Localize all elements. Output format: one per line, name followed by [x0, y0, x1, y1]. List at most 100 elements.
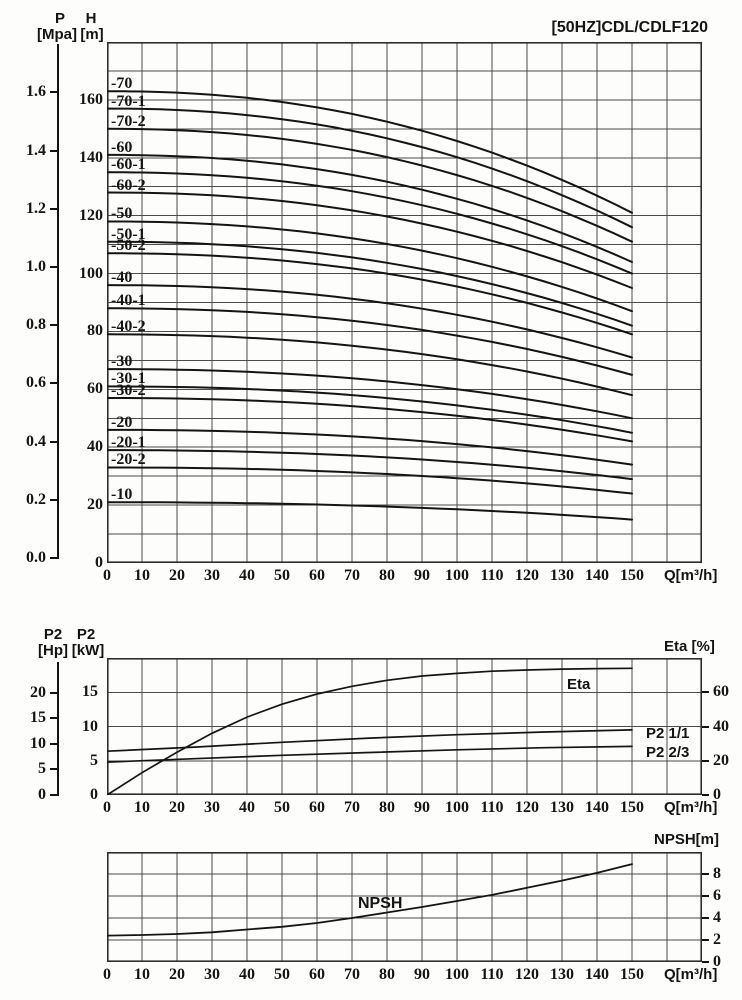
series-P2 2/3 [107, 745, 633, 763]
bottom-q-axis-label: Q[m³/h] [664, 966, 718, 983]
bottom-x-tick-50: 50 [274, 966, 290, 983]
p-tick-mark [50, 207, 58, 210]
p-tick-mark [50, 266, 58, 268]
npsh-tick-mark [702, 961, 709, 963]
series-label-Eta: Eta [567, 676, 591, 693]
bottom-x-tick-130: 130 [550, 966, 574, 983]
curve-label--30-1: -30-1 [111, 370, 146, 388]
eta-tick-60: 60 [713, 683, 729, 701]
p2-kw-unit: [kW] [71, 642, 105, 659]
hp-tick-0: 0 [38, 786, 46, 803]
bottom-x-tick-140: 140 [585, 966, 609, 983]
chart-title: [50HZ]CDL/CDLF120 [551, 19, 708, 36]
p-tick-1.6: 1.6 [26, 83, 46, 101]
mid-x-tick-60: 60 [309, 799, 325, 816]
curve-label--40-2: -40-2 [111, 318, 146, 336]
h-axis-unit: [m] [80, 26, 104, 43]
mid-x-tick-20: 20 [169, 799, 185, 816]
bottom-x-tick-150: 150 [620, 966, 644, 983]
npsh-tick-6: 6 [713, 887, 721, 904]
curve-label--10: -10 [111, 486, 133, 504]
curve--20-1 [107, 449, 633, 481]
power-chart-plot [107, 658, 702, 795]
mid-x-tick-10: 10 [134, 799, 150, 816]
main-x-tick-140: 140 [585, 567, 609, 584]
series-P2 1/1 [107, 729, 633, 753]
curve--50 [107, 220, 633, 313]
p-tick-1.0: 1.0 [26, 258, 46, 275]
bottom-x-tick-80: 80 [379, 966, 395, 983]
curve-label--40: -40 [111, 269, 133, 287]
p-tick-1.4: 1.4 [26, 141, 46, 159]
mid-x-tick-120: 120 [515, 799, 539, 816]
main-x-tick-80: 80 [379, 567, 395, 584]
p-tick-1.2: 1.2 [26, 199, 46, 217]
hp-tick-5: 5 [38, 760, 46, 778]
p-tick-mark [50, 440, 58, 443]
npsh-tick-4: 4 [713, 909, 721, 926]
hp-tick-15: 15 [30, 709, 46, 727]
p-axis-line [57, 44, 59, 559]
hp-tick-mark [50, 742, 58, 745]
curve--30-1 [107, 385, 633, 434]
h-tick-160: 160 [79, 90, 103, 108]
curve--30-2 [107, 397, 633, 443]
main-x-tick-40: 40 [239, 567, 255, 584]
curve-label--40-1: -40-1 [111, 292, 146, 310]
mid-x-tick-80: 80 [379, 799, 395, 816]
eta-tick-20: 20 [713, 751, 729, 769]
curve--60-2 [107, 191, 633, 289]
h-tick-140: 140 [79, 148, 103, 166]
eta-tick-mark [702, 691, 709, 694]
main-x-tick-0: 0 [103, 567, 111, 584]
bottom-x-tick-110: 110 [480, 966, 504, 983]
p-tick-mark [50, 382, 58, 385]
main-x-tick-50: 50 [274, 567, 290, 584]
eta-tick-0: 0 [713, 786, 721, 803]
p-axis-title: P [54, 10, 65, 27]
mid-x-tick-130: 130 [550, 799, 574, 816]
mid-q-axis-label: Q[m³/h] [664, 799, 718, 816]
npsh-tick-mark [702, 873, 709, 875]
curve-label--20-2: -20-2 [111, 451, 146, 469]
npsh-tick-8: 8 [713, 865, 721, 882]
hp-tick-10: 10 [30, 734, 46, 752]
curve-label--50-1: -50-1 [111, 225, 146, 243]
mid-x-tick-50: 50 [274, 799, 290, 816]
main-x-tick-110: 110 [480, 567, 504, 584]
curve--40 [107, 284, 633, 359]
h-tick-100: 100 [79, 264, 103, 282]
mid-x-tick-70: 70 [344, 799, 360, 816]
p-tick-mark [50, 498, 58, 501]
eta-axis-title: Eta [%] [664, 638, 715, 655]
npsh-tick-2: 2 [713, 931, 721, 948]
main-x-tick-30: 30 [204, 567, 220, 584]
curve--40-2 [107, 333, 633, 397]
p2-hp-title: P2 [43, 626, 63, 643]
kw-tick-15: 15 [82, 683, 98, 701]
h-axis-title: H [85, 10, 97, 27]
main-x-tick-70: 70 [344, 567, 360, 584]
npsh-tick-mark [702, 939, 709, 941]
bottom-x-tick-20: 20 [169, 966, 185, 983]
p-tick-mark [50, 324, 58, 327]
mid-x-tick-40: 40 [239, 799, 255, 816]
main-x-tick-150: 150 [620, 567, 644, 584]
curve-label--60-1: -60-1 [111, 156, 146, 174]
hp-axis-line [57, 662, 59, 796]
main-chart-plot [107, 42, 702, 563]
curve-label--30: -30 [111, 353, 133, 371]
bottom-x-tick-0: 0 [103, 966, 111, 983]
npsh-tick-mark [702, 917, 709, 919]
series-NPSH [107, 863, 633, 937]
curve-label--30-2: -30-2 [111, 382, 146, 400]
curve-label--20: -20 [111, 413, 133, 431]
curve--30 [107, 368, 633, 420]
npsh-grid-border [107, 852, 702, 962]
p-tick-0.2: 0.2 [26, 490, 46, 508]
mid-x-tick-30: 30 [204, 799, 220, 816]
bottom-x-tick-90: 90 [414, 966, 430, 983]
npsh-tick-mark [702, 895, 709, 897]
curve--70-2 [107, 127, 633, 243]
